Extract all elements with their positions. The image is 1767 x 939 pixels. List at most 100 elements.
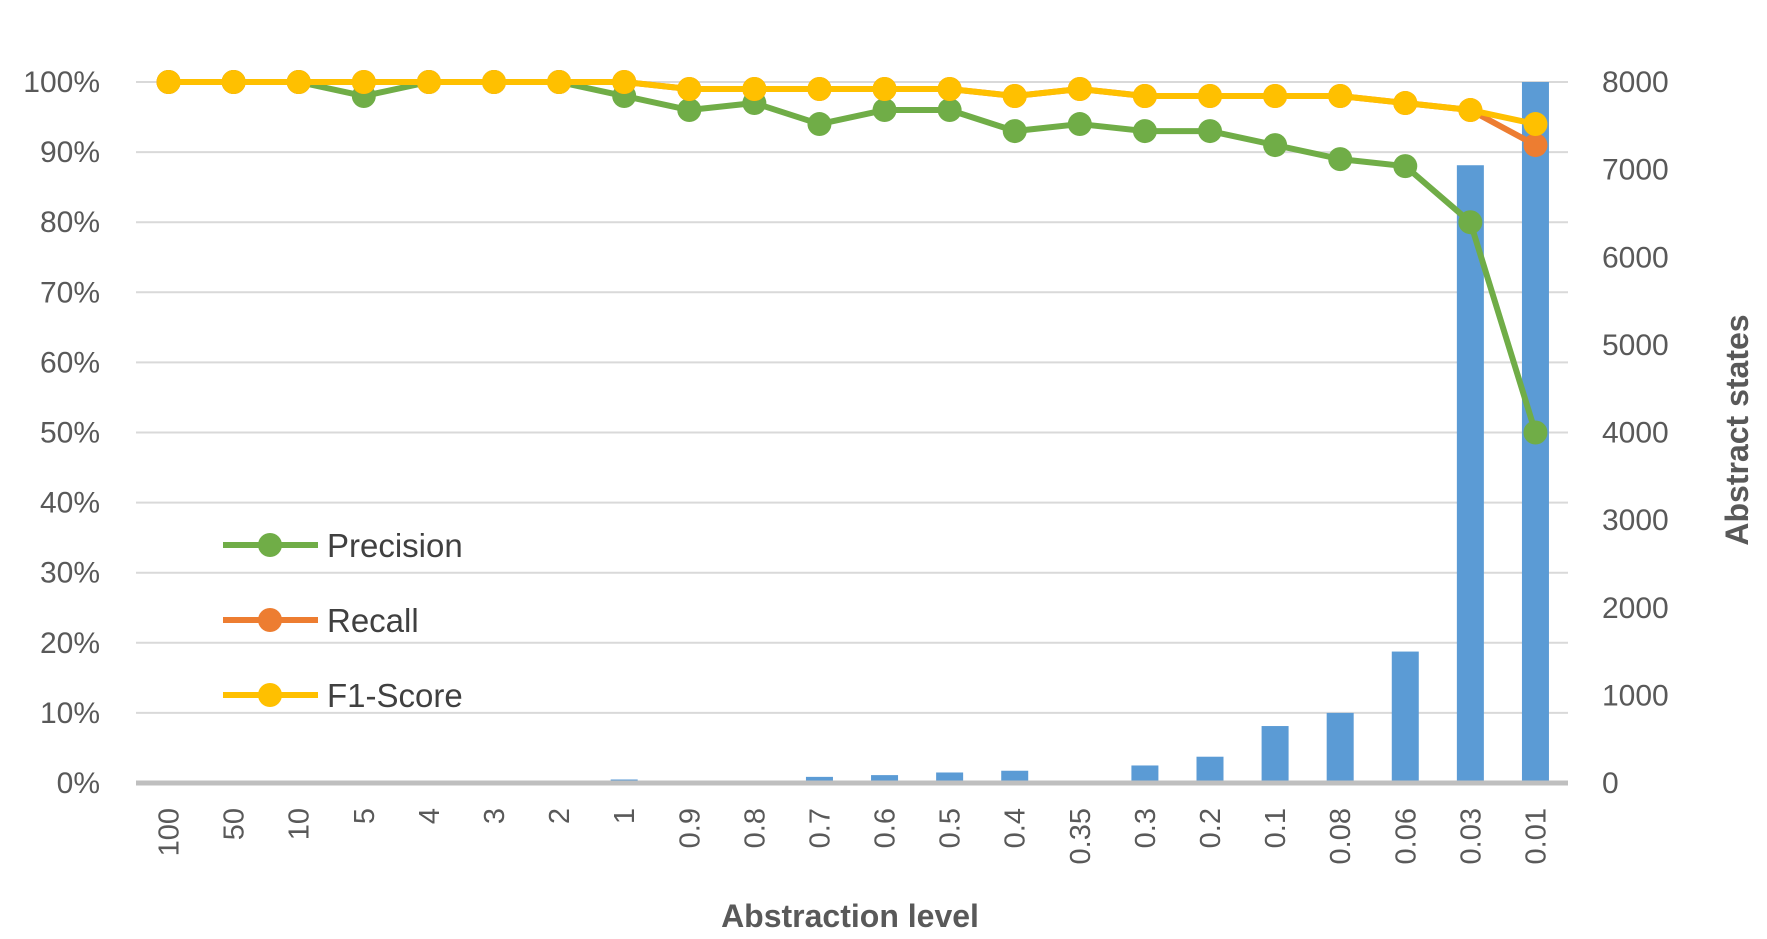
x-tick-label: 50 [219, 808, 251, 840]
point-precision [937, 98, 962, 123]
point-f1-score [807, 77, 832, 102]
point-f1-score [677, 77, 702, 102]
left-tick-label: 70% [40, 276, 100, 309]
x-tick-label: 0.3 [1130, 808, 1162, 848]
right-axis-ticks: 0 1000 2000 3000 4000 5000 6000 7000 8000 [1602, 66, 1669, 800]
bar [1326, 712, 1354, 783]
right-tick-label: 8000 [1602, 66, 1669, 99]
point-f1-score [416, 70, 441, 94]
x-tick-label: 0.7 [804, 808, 836, 848]
x-tick-label: 0.5 [935, 808, 967, 848]
point-f1-score [482, 70, 506, 94]
series-line-precision [168, 79, 1539, 434]
left-tick-label: 80% [40, 206, 100, 239]
x-tick-label: 0.06 [1390, 808, 1422, 864]
point-precision [1002, 119, 1027, 144]
right-tick-label: 2000 [1602, 592, 1669, 625]
left-tick-label: 90% [40, 136, 100, 169]
point-precision [677, 98, 702, 123]
bar [871, 775, 899, 783]
right-tick-label: 4000 [1602, 417, 1669, 450]
left-tick-label: 60% [40, 346, 100, 379]
point-recall [1523, 133, 1548, 158]
x-tick-label: 100 [154, 808, 186, 856]
point-f1-score [1198, 84, 1222, 109]
x-tick-label: 0.4 [1000, 808, 1032, 848]
right-tick-label: 7000 [1602, 154, 1669, 187]
point-f1-score [1393, 91, 1418, 116]
legend-label: Recall [327, 602, 419, 639]
point-f1-score [351, 70, 376, 94]
point-precision [1132, 119, 1157, 144]
right-tick-label: 3000 [1602, 504, 1669, 537]
x-tick-label: 0.01 [1520, 808, 1552, 864]
legend-label: Precision [327, 527, 463, 564]
point-precision [807, 112, 832, 137]
x-tick-label: 2 [544, 808, 576, 824]
left-tick-label: 10% [40, 697, 100, 730]
point-precision [1328, 147, 1353, 172]
point-precision [1458, 210, 1483, 235]
right-tick-label: 0 [1602, 767, 1619, 800]
point-precision [1263, 133, 1288, 158]
x-tick-label: 0.9 [674, 808, 706, 848]
bar [1196, 756, 1224, 783]
point-precision [872, 98, 897, 123]
x-tick-label: 1 [609, 808, 641, 824]
point-f1-score [1263, 84, 1288, 109]
x-tick-label: 3 [479, 808, 511, 824]
x-tick-label: 0.1 [1260, 808, 1292, 848]
point-precision [1198, 119, 1222, 144]
left-tick-label: 20% [40, 627, 100, 660]
point-precision [1523, 420, 1548, 445]
point-f1-score [1328, 84, 1353, 109]
point-f1-score [612, 70, 637, 94]
x-tick-label: 5 [349, 808, 381, 824]
legend: Precision Recall F1-Score [223, 527, 463, 714]
point-f1-score [742, 77, 767, 102]
point-f1-score [872, 77, 897, 102]
legend-marker [258, 683, 282, 707]
point-f1-score [221, 70, 246, 94]
left-tick-label: 0% [57, 767, 100, 800]
point-f1-score [1523, 112, 1548, 137]
grid [136, 81, 1568, 714]
right-axis-title: Abstract states [1719, 314, 1755, 545]
bar [1261, 726, 1289, 783]
left-tick-label: 100% [23, 66, 100, 99]
x-tick-label: 4 [414, 808, 446, 824]
left-tick-label: 30% [40, 557, 100, 590]
point-precision [1067, 112, 1092, 137]
x-tick-label: 0.08 [1325, 808, 1357, 864]
point-f1-score [156, 70, 181, 94]
point-f1-score [1002, 84, 1027, 109]
point-f1-score [1132, 84, 1157, 109]
series-lines [156, 70, 1548, 445]
bar [1131, 765, 1159, 783]
point-f1-score [1067, 77, 1092, 102]
x-axis-title: Abstraction level [721, 898, 979, 934]
right-tick-label: 6000 [1602, 241, 1669, 274]
legend-marker [258, 533, 282, 557]
bar [1391, 651, 1419, 783]
point-f1-score [1458, 98, 1483, 123]
legend-label: F1-Score [327, 677, 463, 714]
series-line-f1-score [168, 79, 1537, 127]
left-tick-label: 50% [40, 417, 100, 450]
left-axis-ticks: 0% 10% 20% 30% 40% 50% 60% 70% 80% 90% 100% [23, 66, 100, 800]
x-tick-label: 0.03 [1455, 808, 1487, 864]
x-tick-label: 10 [284, 808, 316, 840]
x-axis-ticks: 100 50 10 5 4 3 2 1 0.9 0.8 0.7 0.6 0.5 0.4 0.35 0.3 0.2… [154, 808, 1553, 864]
bar [1001, 770, 1029, 783]
left-tick-label: 40% [40, 487, 100, 520]
point-f1-score [286, 70, 311, 94]
bar [1456, 165, 1484, 783]
x-tick-label: 0.35 [1065, 808, 1097, 864]
right-tick-label: 5000 [1602, 329, 1669, 362]
point-f1-score [547, 70, 572, 94]
x-tick-label: 0.8 [739, 808, 771, 848]
point-precision [1393, 154, 1418, 179]
x-tick-label: 0.6 [870, 808, 902, 848]
bar [936, 772, 964, 783]
